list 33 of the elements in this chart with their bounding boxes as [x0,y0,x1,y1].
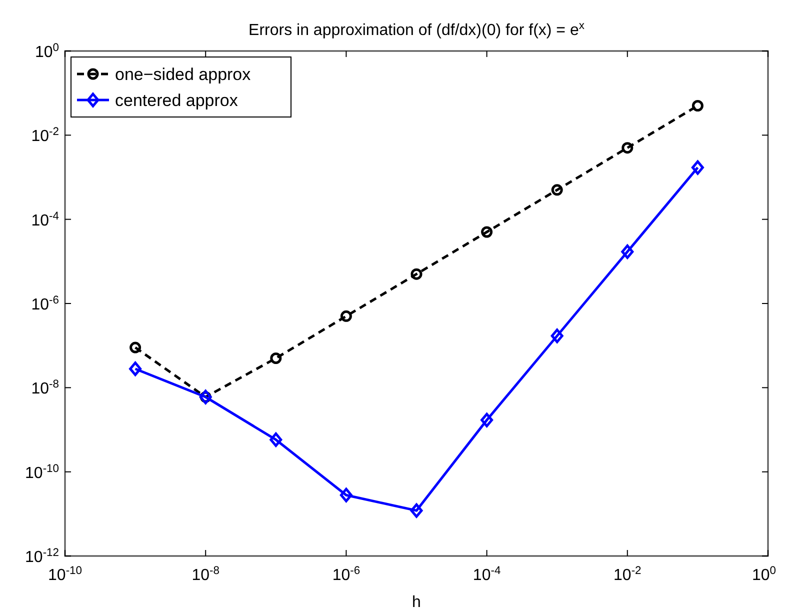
point [692,100,704,112]
y-tick-label: 10$^{-6}$ [31,294,59,314]
point [622,142,634,154]
point [410,503,423,518]
point [270,432,282,447]
y-tick-label: 10$^{0}$ [34,42,59,61]
y-tick-label: 10$^{-2}$ [31,126,59,146]
chart-title: Errors in approximation of (df/dx)(0) for f(x) = e$^{x}$ [248,20,585,39]
x-tick-label: 10$^{-10}$ [48,565,82,584]
legend-label: one−sided approx [115,65,252,84]
point [481,226,493,238]
point [550,328,564,344]
point [691,160,704,175]
point [130,342,142,354]
y-tick-label: 10$^{-4}$ [31,210,59,230]
x-tick-label: 10$^{-2}$ [614,565,642,584]
point [340,488,352,502]
x-tick-label: 10$^{-6}$ [332,565,360,584]
point [551,184,563,196]
y-tick-label: 10$^{-8}$ [31,378,59,398]
legend-label: centered approx [115,91,238,110]
point [410,268,422,280]
point [621,244,634,259]
point [340,310,352,322]
y-tick-label: 10$^{-10}$ [25,462,59,482]
y-tick-label: 10$^{-12}$ [25,547,59,566]
point [129,362,142,376]
x-tick-label: 10$^{0}$ [752,565,776,584]
x-tick-label: 10$^{-8}$ [192,565,220,584]
x-axis-title: h [412,594,421,611]
x-tick-label: 10$^{-4}$ [472,565,501,584]
point [270,352,282,364]
point [480,412,494,428]
